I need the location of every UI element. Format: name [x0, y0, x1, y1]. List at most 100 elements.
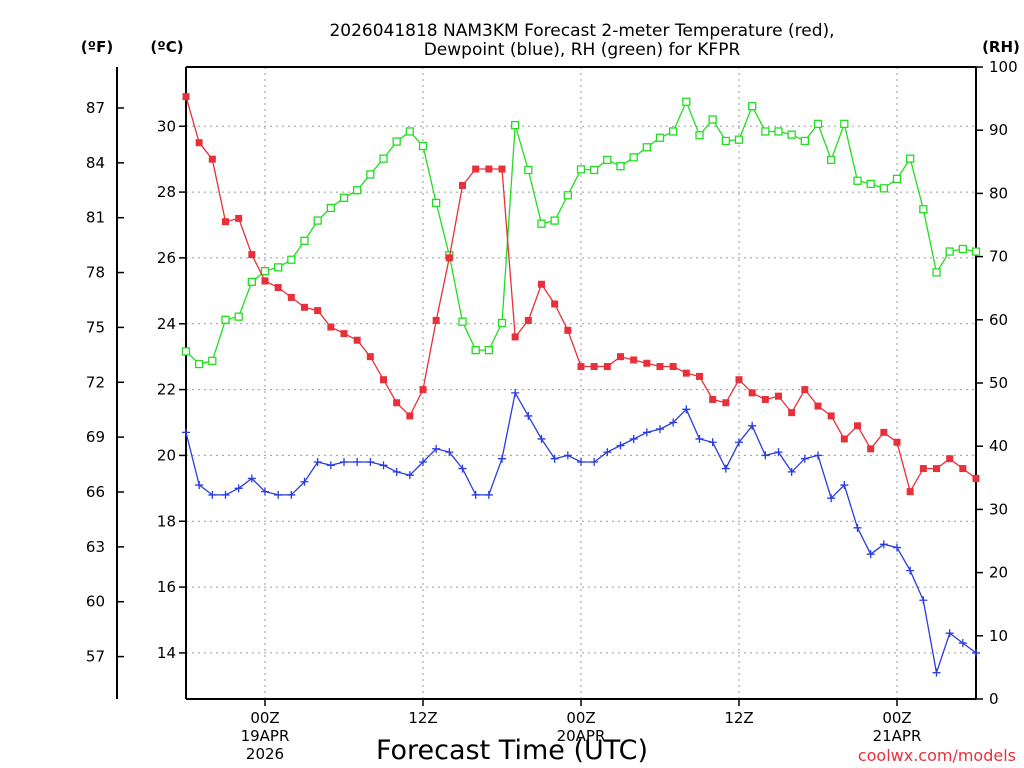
rh-point-50	[840, 119, 849, 129]
rh-point-39	[695, 131, 704, 140]
f-tick-label-7: 78	[86, 264, 105, 282]
temperature-point-43	[748, 389, 756, 397]
dewpoint-point-19	[432, 444, 441, 453]
dewpoint-point-12	[340, 458, 348, 466]
f-tick-label-8: 81	[86, 209, 105, 227]
dewpoint-point-10	[313, 458, 322, 466]
dewpoint-point-60	[972, 648, 980, 657]
c-tick-label-7: 28	[157, 183, 176, 201]
f-tick-label-10: 87	[86, 99, 105, 117]
rh-point-24	[497, 318, 507, 328]
dewpoint-point-31	[590, 458, 599, 466]
rh-point-57	[932, 268, 941, 277]
temperature-point-40	[709, 395, 717, 403]
x-tick-label-0: 00Z	[250, 709, 279, 727]
dewpoint-point-4	[234, 484, 243, 493]
dewpoint-point-51	[853, 523, 862, 532]
dewpoint-point-5	[247, 474, 256, 483]
rh-point-38	[682, 97, 691, 106]
temperature-point-32	[603, 363, 611, 371]
rh-point-35	[642, 143, 651, 152]
c-tick-label-4: 22	[157, 381, 176, 399]
x-tick-label-2: 00Z	[566, 709, 595, 727]
rh-point-10	[313, 216, 322, 225]
dewpoint-point-54	[893, 543, 901, 552]
credit-link[interactable]: coolwx.com/models	[858, 746, 1016, 765]
temperature-point-56	[919, 465, 927, 473]
temperature-point-58	[946, 455, 954, 463]
rh-point-14	[366, 170, 375, 179]
rh-point-36	[655, 133, 665, 142]
rh-point-48	[813, 119, 823, 129]
rh-point-18	[418, 141, 428, 151]
rh-tick-label-0: 0	[989, 690, 999, 708]
dewpoint-point-27	[537, 434, 546, 443]
axes	[116, 66, 977, 700]
c-tick-label-1: 16	[157, 578, 176, 596]
chart-title-line1: 2026041818 NAM3KM Forecast 2-meter Tempe…	[329, 21, 834, 41]
rh-point-5	[247, 277, 256, 287]
temperature-point-10	[314, 307, 322, 315]
grid-lines	[186, 67, 976, 699]
rh-tick-label-5: 50	[989, 374, 1008, 392]
temperature-point-0	[182, 93, 190, 101]
dewpoint-point-45	[774, 448, 783, 457]
temperature-point-13	[353, 336, 361, 344]
dewpoint-point-16	[392, 467, 401, 476]
dewpoint-point-21	[458, 464, 467, 473]
dewpoint-point-43	[748, 421, 757, 430]
f-tick-label-4: 69	[86, 428, 105, 446]
temperature-point-48	[814, 402, 822, 410]
rh-point-49	[827, 155, 836, 165]
rh-tick-label-4: 40	[989, 437, 1008, 455]
rh-series	[181, 97, 981, 369]
dewpoint-point-7	[274, 490, 283, 499]
rh-point-17	[405, 127, 414, 136]
temperature-point-4	[235, 214, 243, 222]
rh-point-15	[379, 154, 388, 163]
temperature-point-44	[761, 395, 769, 403]
dewpoint-point-59	[958, 639, 967, 648]
temperature-point-59	[959, 465, 967, 473]
temperature-point-33	[617, 353, 624, 361]
rh-point-29	[563, 191, 572, 200]
rh-tick-label-3: 30	[989, 500, 1008, 518]
temperature-point-5	[248, 251, 256, 259]
temperature-point-31	[590, 363, 598, 371]
temperature-point-12	[340, 330, 348, 338]
rh-tick-label-2: 20	[989, 564, 1008, 582]
x-tick-label-1: 12Z	[408, 709, 437, 727]
c-tick-label-5: 24	[157, 315, 176, 333]
dewpoint-point-6	[261, 487, 269, 496]
dewpoint-point-53	[879, 540, 888, 549]
rh-point-45	[774, 127, 783, 136]
dewpoint-point-42	[735, 438, 743, 447]
rh-unit-label: (RH)	[982, 38, 1020, 56]
rh-point-2	[208, 356, 217, 366]
f-tick-label-3: 66	[86, 483, 105, 501]
chart-title-line2: Dewpoint (blue), RH (green) for KFPR	[424, 40, 741, 60]
c-tick-label-8: 30	[157, 117, 176, 135]
rh-point-55	[906, 154, 915, 163]
temperature-point-28	[551, 300, 559, 308]
rh-point-23	[484, 345, 493, 355]
dewpoint-point-49	[827, 494, 836, 503]
dewpoint-point-8	[287, 490, 296, 499]
rh-point-56	[919, 205, 928, 214]
rh-point-51	[853, 176, 862, 185]
temperature-point-42	[735, 376, 743, 384]
temperature-point-3	[222, 218, 229, 226]
temperature-point-46	[788, 409, 796, 417]
x-tick-date-0: 19APR	[241, 727, 290, 745]
dewpoint-point-56	[919, 596, 928, 605]
temperature-point-30	[577, 363, 585, 371]
fahrenheit-unit-label: (ºF)	[81, 38, 113, 56]
temperature-point-24	[498, 165, 506, 173]
dewpoint-point-22	[471, 490, 480, 499]
rh-line	[185, 100, 977, 365]
x-tick-date-2: 20APR	[557, 727, 606, 745]
x-tick-year-0: 2026	[246, 745, 284, 763]
temperature-point-53	[880, 428, 888, 436]
dewpoint-point-33	[616, 441, 625, 450]
f-tick-label-9: 84	[86, 154, 105, 172]
